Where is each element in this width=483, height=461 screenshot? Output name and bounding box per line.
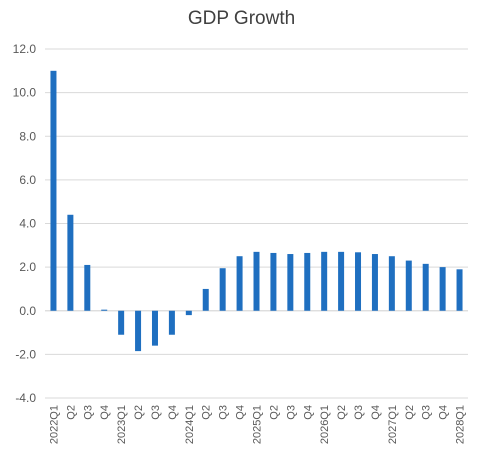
bar (388, 256, 395, 311)
x-tick-label: Q3 (150, 405, 162, 420)
x-tick-label: Q3 (218, 405, 230, 420)
gridlines (45, 48, 468, 399)
bar (270, 252, 277, 311)
x-tick-label: Q4 (370, 405, 382, 420)
bar (456, 269, 463, 311)
y-tick-label: 6.0 (19, 173, 36, 187)
bar (355, 252, 362, 311)
y-tick-label: 2.0 (19, 260, 36, 274)
bar (422, 263, 429, 311)
bar (253, 251, 260, 311)
bar (135, 310, 142, 352)
x-tick-label: Q4 (167, 405, 179, 420)
x-tick-label: Q3 (285, 405, 297, 420)
x-tick-label: 2026Q1 (319, 405, 331, 444)
bar (101, 309, 108, 311)
bar (67, 214, 74, 311)
x-tick-label: Q2 (268, 405, 280, 420)
bar (439, 267, 446, 311)
y-tick-label: -4.0 (15, 391, 36, 405)
bar (84, 264, 91, 311)
x-tick-label: 2024Q1 (184, 405, 196, 444)
bar (118, 310, 125, 335)
x-tick-label: Q2 (201, 405, 213, 420)
x-tick-label: Q4 (235, 405, 247, 420)
x-tick-label: Q3 (421, 405, 433, 420)
x-tick-label: Q4 (302, 405, 314, 420)
y-tick-label: 4.0 (19, 217, 36, 231)
y-axis-ticks: 12.0 10.0 8.0 6.0 4.0 2.0 0.0 -2.0 -4.0 (13, 42, 37, 405)
x-tick-label: Q2 (336, 405, 348, 420)
bar (185, 310, 192, 316)
x-tick-label: Q2 (404, 405, 416, 420)
bar (405, 260, 412, 311)
bar (304, 252, 311, 311)
bar (151, 310, 158, 346)
x-tick-label: Q2 (65, 405, 77, 420)
bar (321, 251, 328, 311)
bar (219, 268, 226, 311)
x-tick-label: 2028Q1 (455, 405, 467, 444)
x-tick-label: Q4 (99, 405, 111, 420)
x-tick-label: Q3 (82, 405, 94, 420)
x-tick-label: 2023Q1 (116, 405, 128, 444)
bar (287, 254, 294, 311)
y-tick-label: 10.0 (13, 86, 37, 100)
x-tick-label: Q2 (133, 405, 145, 420)
x-axis-ticks: 2022Q1 Q2 Q3 Q4 2023Q1 Q2 Q3 Q4 2024Q1 Q2 Q3 Q4 2025… (48, 405, 466, 444)
y-tick-label: 0.0 (19, 304, 36, 318)
bar (168, 310, 175, 335)
bar (202, 288, 209, 311)
bars (50, 70, 463, 352)
y-tick-label: 8.0 (19, 129, 36, 143)
chart-title: GDP Growth (187, 8, 296, 29)
y-tick-label: -2.0 (15, 347, 36, 361)
y-tick-label: 12.0 (13, 42, 37, 56)
x-tick-label: 2025Q1 (252, 405, 264, 444)
bar (50, 70, 57, 311)
bar (371, 254, 378, 311)
x-tick-label: Q3 (353, 405, 365, 420)
x-tick-label: 2022Q1 (48, 405, 60, 444)
bar (236, 256, 243, 311)
x-tick-label: 2027Q1 (387, 405, 399, 444)
bar (338, 251, 345, 311)
x-tick-label: Q4 (438, 405, 450, 420)
